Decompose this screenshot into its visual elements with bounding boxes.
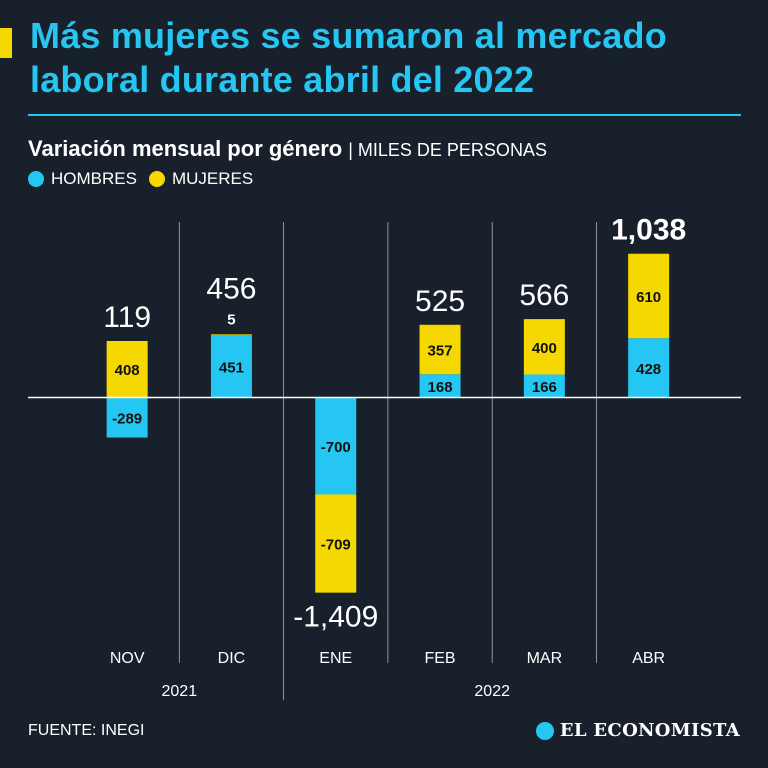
legend-swatch-hombres	[28, 171, 44, 187]
segment-label-hombres-ene: -700	[321, 439, 351, 456]
segment-label-mujeres-nov: 408	[115, 362, 140, 379]
segment-label-hombres-feb: 168	[428, 379, 453, 396]
total-label-feb: 525	[415, 285, 465, 318]
segment-label-mujeres-feb: 357	[428, 343, 453, 360]
brand-mark-icon	[535, 721, 554, 740]
bar-mujeres-nov	[106, 340, 148, 398]
bar-mujeres-feb	[419, 324, 461, 375]
segment-label-mujeres-dic: 5	[227, 311, 235, 328]
bar-hombres-abr	[628, 338, 670, 398]
bar-hombres-dic	[210, 335, 252, 398]
legend: HOMBRES MUJERES	[28, 169, 265, 189]
bar-hombres-feb	[419, 374, 461, 398]
bar-hombres-ene	[315, 397, 357, 495]
source-note: FUENTE: INEGI	[28, 722, 145, 739]
category-label-abr: ABR	[632, 650, 665, 667]
category-label-ene: ENE	[319, 650, 352, 667]
chart-title: Más mujeres se sumaron al mercado labora…	[30, 15, 667, 100]
bar-hombres-mar	[523, 374, 565, 398]
total-label-nov: 119	[103, 301, 151, 334]
segment-label-hombres-mar: 166	[532, 379, 557, 396]
legend-label-hombres: HOMBRES	[51, 169, 137, 188]
chart-subtitle: Variación mensual por género | MILES DE P…	[28, 136, 547, 162]
bar-mujeres-mar	[523, 319, 565, 375]
total-label-mar: 566	[519, 279, 569, 312]
bar-mujeres-ene	[315, 494, 357, 593]
title-divider	[28, 114, 741, 116]
bar-hombres-nov	[106, 397, 148, 438]
segment-label-mujeres-ene: -709	[321, 537, 351, 554]
year-label-2022: 2022	[474, 683, 510, 700]
segment-label-mujeres-abr: 610	[636, 289, 661, 306]
legend-label-mujeres: MUJERES	[171, 169, 254, 188]
unit-label: | MILES DE PERSONAS	[348, 140, 547, 160]
subtitle-text: Variación mensual por género	[28, 136, 343, 161]
brand-name: EL ECONOMISTA	[559, 720, 740, 741]
total-label-ene: -1,409	[293, 601, 378, 634]
legend-swatch-mujeres	[148, 171, 165, 187]
segment-label-mujeres-mar: 400	[532, 340, 557, 357]
total-label-dic: 456	[206, 272, 256, 305]
segment-label-hombres-dic: 451	[219, 359, 244, 376]
legend-item-mujeres: MUJERES	[148, 169, 254, 189]
total-label-abr: 1,038	[611, 214, 686, 247]
title-accent-mark	[0, 28, 12, 58]
bar-mujeres-dic	[210, 334, 252, 336]
category-label-nov: NOV	[110, 650, 145, 667]
category-label-feb: FEB	[424, 650, 455, 667]
legend-item-hombres: HOMBRES	[28, 169, 137, 189]
category-label-mar: MAR	[527, 650, 563, 667]
brand-logo: EL ECONOMISTA	[535, 720, 740, 741]
segment-label-hombres-abr: 428	[636, 361, 661, 378]
bar-mujeres-abr	[628, 253, 670, 339]
year-label-2021: 2021	[162, 683, 198, 700]
category-label-dic: DIC	[218, 650, 246, 667]
segment-label-hombres-nov: -289	[112, 411, 142, 428]
